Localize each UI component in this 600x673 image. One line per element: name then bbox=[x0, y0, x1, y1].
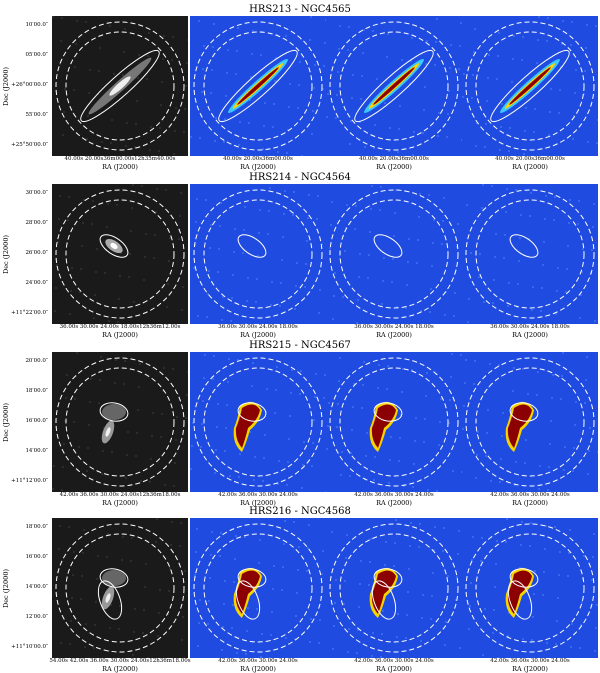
x-tick-labels: 40.00s 20.00s36m00.00s bbox=[495, 156, 565, 162]
x-axis-label: RA (J2000) bbox=[512, 163, 548, 171]
x-tick-labels: 40.00s 20.00s36m00.00s bbox=[359, 156, 429, 162]
x-axis-label: RA (J2000) bbox=[240, 499, 276, 507]
y-tick-label: 10′00.0″ bbox=[25, 22, 48, 28]
y-tick-label: 18′00.0″ bbox=[25, 524, 48, 530]
optical-image-panel bbox=[52, 352, 188, 492]
x-axis-label: RA (J2000) bbox=[102, 665, 138, 673]
galaxy-image bbox=[462, 184, 598, 324]
optical-image-panel bbox=[52, 16, 188, 156]
y-tick-label: 55′00.0″ bbox=[25, 112, 48, 118]
x-axis-label: RA (J2000) bbox=[376, 665, 412, 673]
x-tick-labels: 40.00s 20.00s36m00.00s bbox=[223, 156, 293, 162]
galaxy-image bbox=[52, 16, 188, 156]
x-tick-labels: 42.00s 36.00s 30.00s 24.00s bbox=[218, 492, 298, 498]
row-title: HRS214 - NGC4564 bbox=[249, 172, 351, 183]
x-tick-labels: 42.00s 36.00s 30.00s 24.00s bbox=[218, 658, 298, 664]
figure-row: HRS214 - NGC4564 30′00.0″ 28′00.0″ 26′00.0″… bbox=[0, 172, 600, 339]
emission-map-panel bbox=[326, 16, 462, 156]
y-tick-label: +26°00′00.0″ bbox=[11, 82, 48, 88]
emission-map-panel bbox=[326, 518, 462, 658]
x-tick-labels: 42.00s 36.00s 30.00s 24.00s12h36m18.00s bbox=[59, 492, 181, 498]
y-tick-label: 30′00.0″ bbox=[25, 190, 48, 196]
x-axis-label: RA (J2000) bbox=[102, 163, 138, 171]
figure-row: HRS216 - NGC4568 18′00.0″ 16′00.0″ 14′00.0″… bbox=[0, 506, 600, 673]
x-tick-labels: 40.00s 20.00s36m00.00s12h35m40.00s bbox=[64, 156, 176, 162]
x-tick-labels: 36.00s 30.00s 24.00s 18.00s bbox=[354, 324, 434, 330]
y-axis-label: Dec (J2000) bbox=[2, 569, 10, 608]
y-tick-label: 16′00.0″ bbox=[25, 418, 48, 424]
y-tick-label: +11°10′00.0″ bbox=[11, 644, 48, 650]
x-axis-label: RA (J2000) bbox=[376, 331, 412, 339]
emission-map-panel bbox=[462, 352, 598, 492]
galaxy-image bbox=[462, 16, 598, 156]
y-tick-label: 28′00.0″ bbox=[25, 220, 48, 226]
x-axis-label: RA (J2000) bbox=[512, 331, 548, 339]
figure-row: HRS215 - NGC4567 20′00.0″ 18′00.0″ 16′00.0″… bbox=[0, 340, 600, 507]
x-tick-labels: 42.00s 36.00s 30.00s 24.00s bbox=[490, 492, 570, 498]
galaxy-image bbox=[190, 184, 326, 324]
y-tick-label: 20′00.0″ bbox=[25, 358, 48, 364]
x-tick-labels: 42.00s 36.00s 30.00s 24.00s bbox=[490, 658, 570, 664]
y-tick-label: 26′00.0″ bbox=[25, 250, 48, 256]
emission-map-panel bbox=[326, 352, 462, 492]
figure-row: HRS213 - NGC4565 10′00.0″ 05′00.0″ +26°00′0… bbox=[0, 4, 600, 171]
galaxy-image bbox=[52, 184, 188, 324]
x-axis-label: RA (J2000) bbox=[376, 499, 412, 507]
x-axis-label: RA (J2000) bbox=[512, 499, 548, 507]
emission-map-panel bbox=[190, 184, 326, 324]
emission-map-panel bbox=[190, 352, 326, 492]
y-tick-label: +25°50′00.0″ bbox=[11, 142, 48, 148]
optical-image-panel bbox=[52, 184, 188, 324]
row-title: HRS216 - NGC4568 bbox=[249, 506, 351, 517]
y-tick-label: 14′00.0″ bbox=[25, 584, 48, 590]
galaxy-image bbox=[190, 352, 326, 492]
y-tick-label: 18′00.0″ bbox=[25, 388, 48, 394]
galaxy-image bbox=[326, 352, 462, 492]
emission-map-panel bbox=[190, 518, 326, 658]
x-axis-label: RA (J2000) bbox=[376, 163, 412, 171]
galaxy-image bbox=[326, 16, 462, 156]
y-tick-label: 12′00.0″ bbox=[25, 614, 48, 620]
y-axis-label: Dec (J2000) bbox=[2, 67, 10, 106]
emission-map-panel bbox=[462, 184, 598, 324]
x-tick-labels: 42.00s 36.00s 30.00s 24.00s bbox=[354, 492, 434, 498]
emission-map-panel bbox=[462, 518, 598, 658]
x-axis-label: RA (J2000) bbox=[240, 665, 276, 673]
row-title: HRS215 - NGC4567 bbox=[249, 340, 351, 351]
galaxy-image bbox=[190, 16, 326, 156]
row-title: HRS213 - NGC4565 bbox=[249, 4, 351, 15]
galaxy-image bbox=[326, 184, 462, 324]
galaxy-image bbox=[462, 518, 598, 658]
y-tick-label: 24′00.0″ bbox=[25, 280, 48, 286]
x-axis-label: RA (J2000) bbox=[512, 665, 548, 673]
x-axis-label: RA (J2000) bbox=[240, 163, 276, 171]
y-axis-label: Dec (J2000) bbox=[2, 235, 10, 274]
y-tick-label: +11°12′00.0″ bbox=[11, 478, 48, 484]
y-tick-label: 16′00.0″ bbox=[25, 554, 48, 560]
x-axis-label: RA (J2000) bbox=[102, 499, 138, 507]
y-tick-label: +11°22′00.0″ bbox=[11, 310, 48, 316]
x-tick-labels: 36.00s 30.00s 24.00s 18.00s bbox=[490, 324, 570, 330]
x-tick-labels: 36.00s 30.00s 24.00s 18.00s12h36m12.00s bbox=[59, 324, 181, 330]
x-tick-labels: 36.00s 30.00s 24.00s 18.00s bbox=[218, 324, 298, 330]
galaxy-image bbox=[52, 518, 188, 658]
emission-map-panel bbox=[326, 184, 462, 324]
y-axis-label: Dec (J2000) bbox=[2, 403, 10, 442]
galaxy-image bbox=[52, 352, 188, 492]
galaxy-image bbox=[462, 352, 598, 492]
x-tick-labels: 54.00s 42.00s 36.00s 30.00s 24.00s12h36m… bbox=[49, 658, 191, 664]
galaxy-image bbox=[326, 518, 462, 658]
y-tick-label: 14′00.0″ bbox=[25, 448, 48, 454]
emission-map-panel bbox=[190, 16, 326, 156]
x-axis-label: RA (J2000) bbox=[102, 331, 138, 339]
optical-image-panel bbox=[52, 518, 188, 658]
x-axis-label: RA (J2000) bbox=[240, 331, 276, 339]
emission-map-panel bbox=[462, 16, 598, 156]
x-tick-labels: 42.00s 36.00s 30.00s 24.00s bbox=[354, 658, 434, 664]
galaxy-image bbox=[190, 518, 326, 658]
y-tick-label: 05′00.0″ bbox=[25, 52, 48, 58]
